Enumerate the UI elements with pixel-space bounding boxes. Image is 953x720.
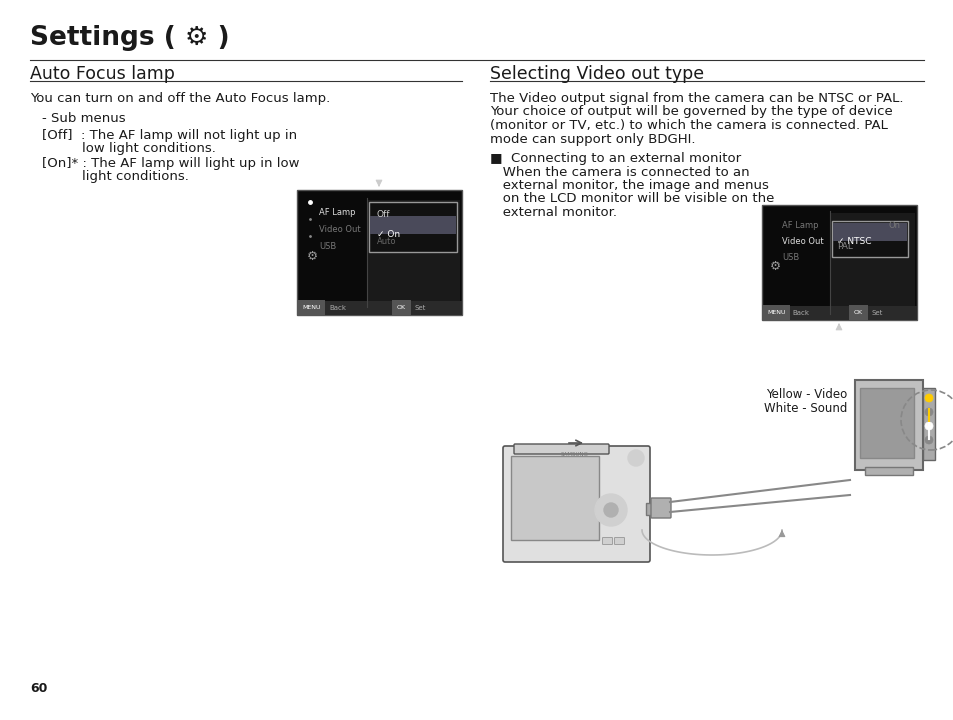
Text: Set: Set: [415, 305, 426, 311]
Text: Selecting Video out type: Selecting Video out type: [490, 65, 703, 83]
FancyBboxPatch shape: [645, 503, 651, 515]
FancyBboxPatch shape: [761, 205, 916, 320]
Text: 60: 60: [30, 682, 48, 695]
Circle shape: [595, 494, 626, 526]
Text: OK: OK: [396, 305, 406, 310]
FancyBboxPatch shape: [650, 498, 670, 518]
Text: You can turn on and off the Auto Focus lamp.: You can turn on and off the Auto Focus l…: [30, 92, 330, 105]
FancyBboxPatch shape: [761, 306, 916, 320]
Text: On: On: [888, 221, 900, 230]
Text: mode can support only BDGHI.: mode can support only BDGHI.: [490, 132, 695, 145]
FancyBboxPatch shape: [296, 301, 461, 315]
FancyBboxPatch shape: [614, 538, 624, 544]
Circle shape: [924, 394, 932, 402]
Text: Back: Back: [791, 310, 808, 316]
Text: low light conditions.: low light conditions.: [82, 142, 215, 155]
Text: Set: Set: [871, 310, 882, 316]
FancyBboxPatch shape: [296, 190, 461, 315]
Circle shape: [603, 503, 618, 517]
Text: - Sub menus: - Sub menus: [42, 112, 126, 125]
FancyBboxPatch shape: [923, 388, 934, 460]
Text: ⚙: ⚙: [769, 260, 781, 273]
FancyBboxPatch shape: [832, 223, 906, 241]
Circle shape: [924, 436, 932, 444]
Text: ✓ On: ✓ On: [376, 230, 399, 239]
FancyBboxPatch shape: [367, 200, 459, 305]
Text: Your choice of output will be governed by the type of device: Your choice of output will be governed b…: [490, 106, 892, 119]
FancyBboxPatch shape: [829, 213, 914, 312]
Text: White - Sound: White - Sound: [762, 402, 846, 415]
Text: Settings ( ⚙ ): Settings ( ⚙ ): [30, 25, 230, 51]
Text: (monitor or TV, etc.) to which the camera is connected. PAL: (monitor or TV, etc.) to which the camer…: [490, 119, 887, 132]
FancyBboxPatch shape: [514, 444, 608, 454]
Text: light conditions.: light conditions.: [82, 170, 189, 183]
Circle shape: [924, 422, 932, 430]
Text: external monitor.: external monitor.: [490, 206, 617, 219]
Text: Yellow - Video: Yellow - Video: [765, 388, 846, 401]
FancyBboxPatch shape: [864, 467, 912, 475]
Text: ⚙: ⚙: [307, 250, 318, 263]
Text: MENU: MENU: [302, 305, 320, 310]
Text: AF Lamp: AF Lamp: [781, 221, 818, 230]
Text: on the LCD monitor will be visible on the: on the LCD monitor will be visible on th…: [490, 192, 774, 205]
FancyBboxPatch shape: [370, 216, 456, 234]
Text: AF Lamp: AF Lamp: [318, 208, 355, 217]
Text: Auto: Auto: [376, 237, 396, 246]
Text: Back: Back: [329, 305, 346, 311]
Text: ✓ NTSC: ✓ NTSC: [836, 237, 871, 246]
FancyBboxPatch shape: [369, 202, 456, 252]
Text: SAMSUNG: SAMSUNG: [560, 452, 588, 457]
Text: When the camera is connected to an: When the camera is connected to an: [490, 166, 749, 179]
Text: Video Out: Video Out: [781, 237, 822, 246]
Text: PAL: PAL: [836, 242, 852, 251]
Text: [On]* : The AF lamp will light up in low: [On]* : The AF lamp will light up in low: [42, 157, 299, 170]
Text: Video Out: Video Out: [318, 225, 360, 234]
FancyBboxPatch shape: [511, 456, 598, 540]
Text: Auto Focus lamp: Auto Focus lamp: [30, 65, 174, 83]
Circle shape: [924, 408, 932, 416]
FancyBboxPatch shape: [854, 380, 923, 470]
Text: MENU: MENU: [766, 310, 784, 315]
Text: The Video output signal from the camera can be NTSC or PAL.: The Video output signal from the camera …: [490, 92, 902, 105]
Text: external monitor, the image and menus: external monitor, the image and menus: [490, 179, 768, 192]
Text: OK: OK: [853, 310, 862, 315]
Text: Off: Off: [376, 210, 390, 219]
Text: USB: USB: [318, 242, 335, 251]
Text: USB: USB: [781, 253, 799, 262]
Circle shape: [627, 450, 643, 466]
FancyBboxPatch shape: [602, 538, 612, 544]
Text: [Off]  : The AF lamp will not light up in: [Off] : The AF lamp will not light up in: [42, 129, 296, 142]
Text: ■  Connecting to an external monitor: ■ Connecting to an external monitor: [490, 152, 740, 165]
FancyBboxPatch shape: [502, 446, 649, 562]
FancyBboxPatch shape: [859, 388, 913, 458]
FancyBboxPatch shape: [831, 221, 907, 257]
